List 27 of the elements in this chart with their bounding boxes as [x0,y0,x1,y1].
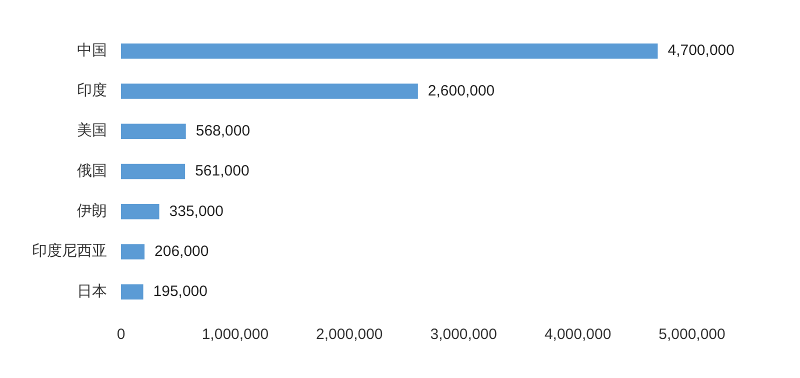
bar [121,43,658,59]
x-tick-label: 4,000,000 [544,326,612,344]
x-tick-label: 0 [116,326,126,344]
data-label: 195,000 [153,283,208,300]
y-tick-label: 伊朗 [77,202,107,220]
y-tick-label: 印度尼西亚 [32,242,107,260]
x-tick-label: 3,000,000 [430,326,497,344]
y-tick-label: 俄国 [77,161,107,180]
data-label: 561,000 [195,162,250,180]
y-tick-label: 日本 [77,282,107,300]
bar [121,284,144,300]
data-label: 2,600,000 [428,82,495,100]
y-tick-label: 印度 [77,81,107,100]
data-label: 335,000 [169,202,224,220]
bar [121,164,186,180]
x-tick-label: 5,000,000 [658,326,726,344]
data-label: 4,700,000 [668,42,734,60]
bar [121,124,186,139]
data-label: 568,000 [196,122,250,140]
y-tick-label: 美国 [77,121,107,140]
bar [121,244,145,260]
x-tick-label: 1,000,000 [202,326,269,344]
y-tick-label: 中国 [77,40,107,59]
bar [121,204,160,220]
x-tick-label: 2,000,000 [316,326,383,344]
data-label: 206,000 [154,242,209,260]
bar [121,84,418,99]
